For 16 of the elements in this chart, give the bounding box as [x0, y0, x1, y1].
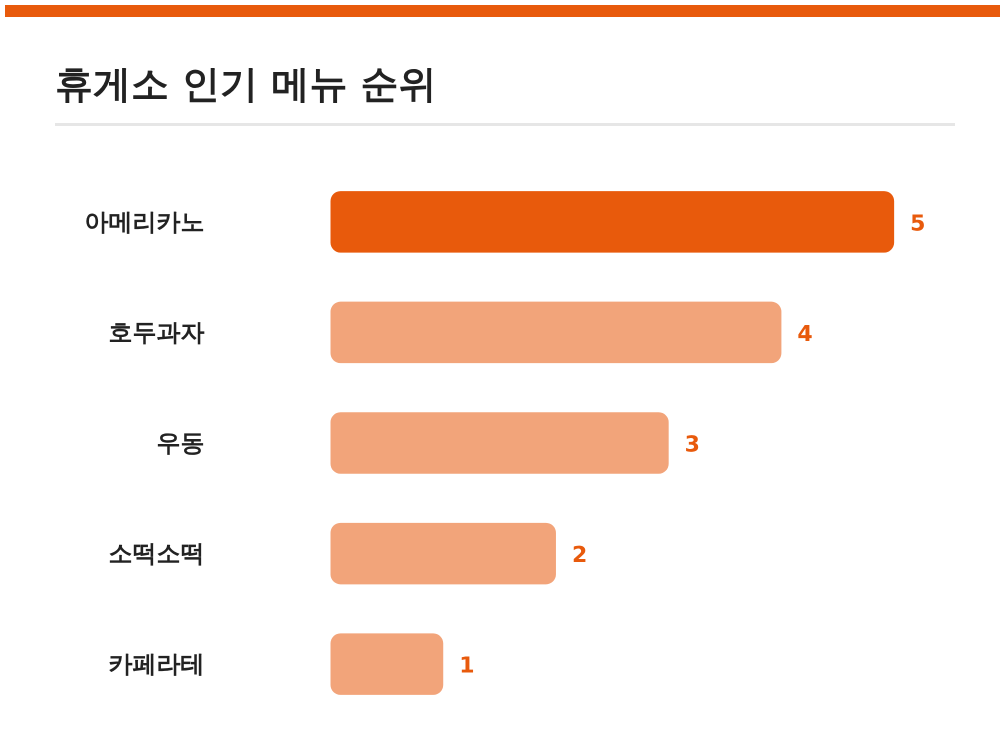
- data-label: 4: [797, 322, 813, 347]
- bar: [330, 302, 782, 364]
- data-label: 3: [684, 432, 700, 458]
- chart-title: 휴게소 인기 메뉴 순위: [5, 5, 1000, 123]
- bar: [330, 633, 444, 695]
- y-tick-label: 호두과자: [108, 318, 204, 346]
- data-label: 5: [910, 211, 926, 236]
- bar: [330, 412, 669, 474]
- y-tick-label: 소떡소떡: [108, 540, 204, 568]
- bar: [330, 191, 894, 253]
- y-tick-label: 아메리카노: [84, 208, 204, 236]
- data-label: 2: [572, 543, 588, 568]
- y-tick-label: 우동: [156, 429, 204, 457]
- data-label: 1: [459, 654, 475, 679]
- y-tick-label: 카페라테: [108, 650, 204, 678]
- bar: [330, 522, 556, 584]
